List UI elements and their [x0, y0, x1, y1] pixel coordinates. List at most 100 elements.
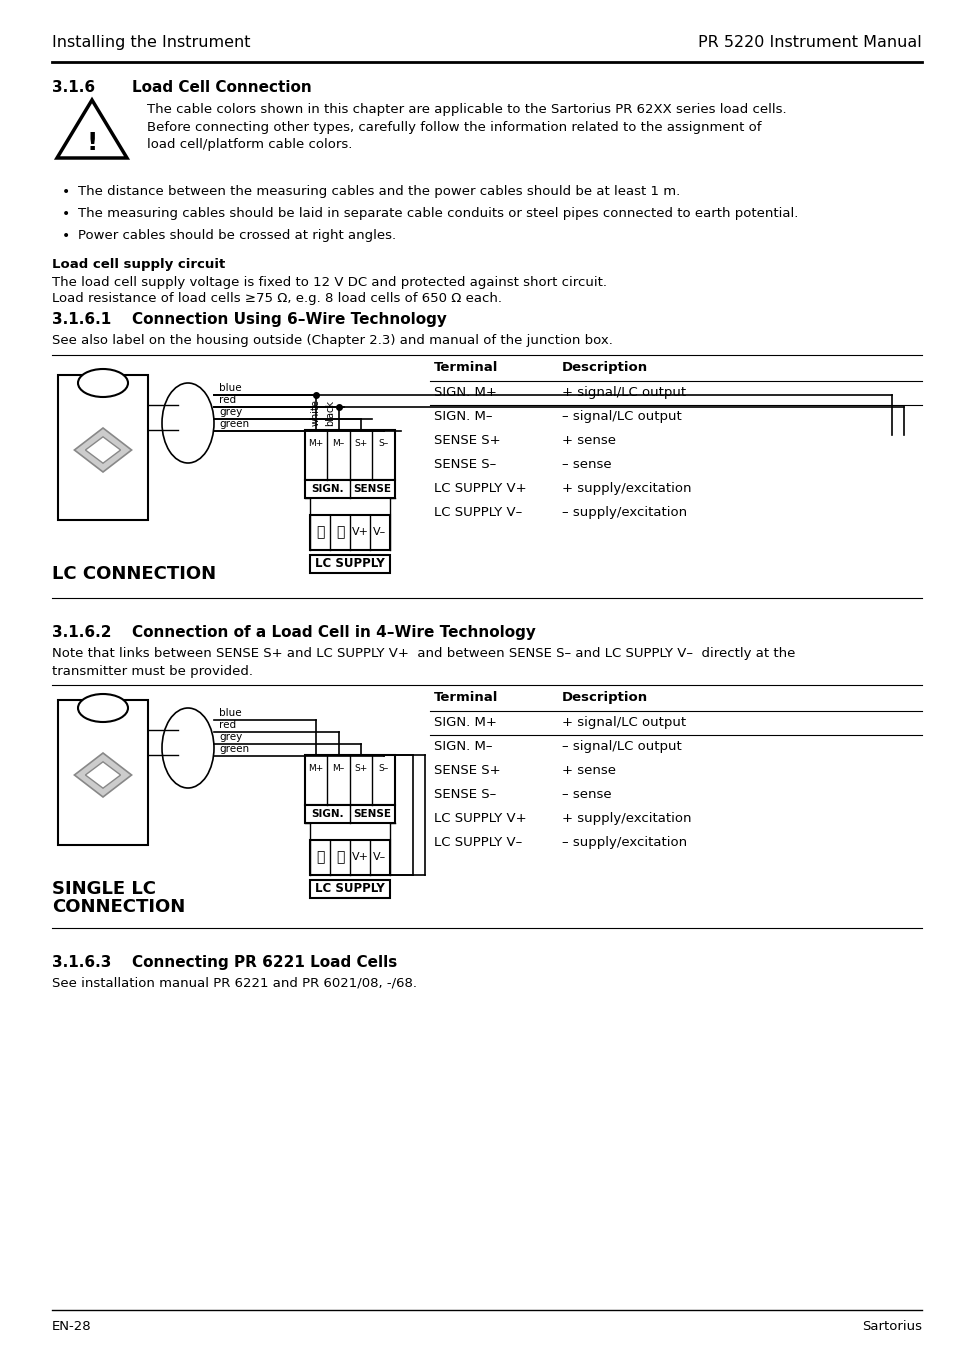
Bar	[310, 840, 390, 875]
Text: SIGN. M–: SIGN. M–	[434, 410, 492, 423]
Text: •: •	[62, 185, 71, 198]
Text: CONNECTION: CONNECTION	[52, 898, 185, 917]
Ellipse shape	[78, 694, 128, 722]
Text: LC SUPPLY V+: LC SUPPLY V+	[434, 482, 526, 495]
Bar	[305, 755, 395, 805]
Text: ⏚: ⏚	[335, 850, 344, 864]
Text: Power cables should be crossed at right angles.: Power cables should be crossed at right …	[78, 230, 395, 242]
Text: – supply/excitation: – supply/excitation	[561, 836, 686, 849]
Bar	[58, 701, 148, 845]
Text: The distance between the measuring cables and the power cables should be at leas: The distance between the measuring cable…	[78, 185, 679, 198]
Text: ⏚: ⏚	[335, 525, 344, 540]
Text: + sense: + sense	[561, 433, 616, 447]
Text: red: red	[219, 720, 236, 730]
Text: Terminal: Terminal	[434, 360, 497, 374]
Text: + supply/excitation: + supply/excitation	[561, 482, 691, 495]
Text: PR 5220 Instrument Manual: PR 5220 Instrument Manual	[698, 35, 921, 50]
Text: LC SUPPLY V–: LC SUPPLY V–	[434, 836, 521, 849]
Text: V–: V–	[373, 852, 386, 863]
Text: Sartorius: Sartorius	[862, 1320, 921, 1332]
Bar	[305, 481, 395, 498]
Text: See also label on the housing outside (Chapter 2.3) and manual of the junction b: See also label on the housing outside (C…	[52, 333, 612, 347]
Polygon shape	[74, 428, 132, 472]
Polygon shape	[74, 753, 132, 796]
Text: SENSE S–: SENSE S–	[434, 458, 496, 471]
Text: ⏚: ⏚	[315, 850, 324, 864]
Text: LC SUPPLY V–: LC SUPPLY V–	[434, 506, 521, 518]
Text: SENSE S+: SENSE S+	[434, 764, 500, 778]
Text: + signal/LC output: + signal/LC output	[561, 716, 685, 729]
Text: SIGN.: SIGN.	[311, 809, 343, 819]
Text: SIGN. M–: SIGN. M–	[434, 740, 492, 753]
Text: Before connecting other types, carefully follow the information related to the a: Before connecting other types, carefully…	[147, 122, 760, 134]
Text: – sense: – sense	[561, 788, 611, 801]
Text: V–: V–	[373, 528, 386, 537]
Text: LC SUPPLY: LC SUPPLY	[314, 883, 384, 895]
Text: LC SUPPLY V+: LC SUPPLY V+	[434, 811, 526, 825]
Text: •: •	[62, 207, 71, 221]
Text: + signal/LC output: + signal/LC output	[561, 386, 685, 400]
Text: ⏚: ⏚	[315, 525, 324, 540]
Text: blue: blue	[219, 707, 241, 718]
Text: Load cell supply circuit: Load cell supply circuit	[52, 258, 225, 271]
Bar	[305, 431, 395, 481]
Text: S+: S+	[355, 440, 368, 448]
Text: red: red	[219, 396, 236, 405]
Text: – supply/excitation: – supply/excitation	[561, 506, 686, 518]
Text: SENSE: SENSE	[354, 485, 391, 494]
Ellipse shape	[162, 707, 213, 788]
Text: – signal/LC output: – signal/LC output	[561, 410, 681, 423]
Text: 3.1.6.3: 3.1.6.3	[52, 954, 112, 971]
Text: green: green	[219, 744, 249, 755]
Text: Terminal: Terminal	[434, 691, 497, 703]
Text: Installing the Instrument: Installing the Instrument	[52, 35, 251, 50]
Text: SENSE S+: SENSE S+	[434, 433, 500, 447]
Text: – sense: – sense	[561, 458, 611, 471]
Text: SIGN. M+: SIGN. M+	[434, 386, 497, 400]
Text: black: black	[325, 400, 335, 427]
Text: Description: Description	[561, 360, 647, 374]
Bar	[310, 880, 390, 898]
Text: S+: S+	[355, 764, 368, 774]
Text: SIGN.: SIGN.	[311, 485, 343, 494]
Text: + sense: + sense	[561, 764, 616, 778]
Text: See installation manual PR 6221 and PR 6021/08, -/68.: See installation manual PR 6221 and PR 6…	[52, 977, 416, 990]
Text: 3.1.6.1: 3.1.6.1	[52, 312, 112, 327]
Text: 3.1.6.2: 3.1.6.2	[52, 625, 112, 640]
Text: Description: Description	[561, 691, 647, 703]
Text: The cable colors shown in this chapter are applicable to the Sartorius PR 62XX s: The cable colors shown in this chapter a…	[147, 103, 786, 116]
Polygon shape	[57, 100, 127, 158]
Text: S–: S–	[378, 764, 389, 774]
Text: V+: V+	[351, 528, 368, 537]
Polygon shape	[86, 437, 120, 463]
Text: M+: M+	[309, 764, 323, 774]
Text: SENSE: SENSE	[354, 809, 391, 819]
Text: Note that links between SENSE S+ and LC SUPPLY V+  and between SENSE S– and LC S: Note that links between SENSE S+ and LC …	[52, 647, 795, 660]
Text: grey: grey	[219, 732, 242, 742]
Text: Load Cell Connection: Load Cell Connection	[132, 80, 312, 94]
Bar	[58, 375, 148, 520]
Ellipse shape	[78, 369, 128, 397]
Text: transmitter must be provided.: transmitter must be provided.	[52, 666, 253, 678]
Text: Load resistance of load cells ≥75 Ω, e.g. 8 load cells of 650 Ω each.: Load resistance of load cells ≥75 Ω, e.g…	[52, 292, 501, 305]
Text: LC CONNECTION: LC CONNECTION	[52, 566, 216, 583]
Text: blue: blue	[219, 383, 241, 393]
Text: + supply/excitation: + supply/excitation	[561, 811, 691, 825]
Text: green: green	[219, 418, 249, 429]
Text: SIGN. M+: SIGN. M+	[434, 716, 497, 729]
Text: M+: M+	[309, 440, 323, 448]
Text: EN-28: EN-28	[52, 1320, 91, 1332]
Text: LC SUPPLY: LC SUPPLY	[314, 558, 384, 571]
Bar	[310, 555, 390, 572]
Text: SENSE S–: SENSE S–	[434, 788, 496, 801]
Text: SINGLE LC: SINGLE LC	[52, 880, 156, 898]
Text: grey: grey	[219, 406, 242, 417]
Bar	[310, 514, 390, 549]
Text: M–: M–	[333, 764, 345, 774]
Text: The measuring cables should be laid in separate cable conduits or steel pipes co: The measuring cables should be laid in s…	[78, 207, 798, 220]
Text: S–: S–	[378, 440, 389, 448]
Text: white: white	[311, 400, 320, 427]
Text: •: •	[62, 230, 71, 243]
Text: – signal/LC output: – signal/LC output	[561, 740, 681, 753]
Text: Connecting PR 6221 Load Cells: Connecting PR 6221 Load Cells	[132, 954, 396, 971]
